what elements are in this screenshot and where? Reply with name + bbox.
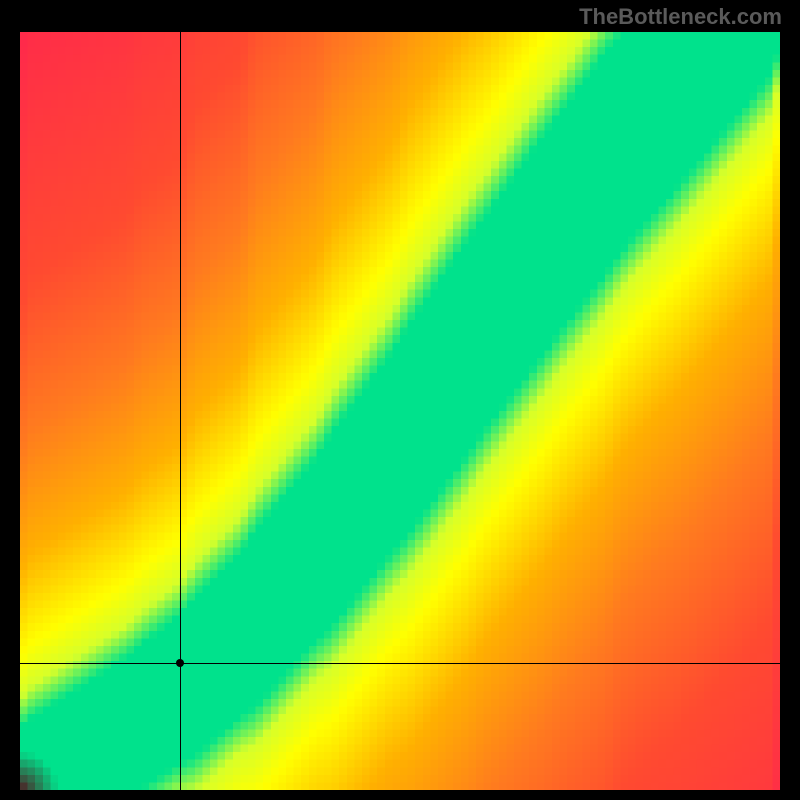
heatmap-canvas [20, 32, 780, 790]
crosshair-vertical [180, 32, 181, 790]
heatmap-canvas-wrap [20, 32, 780, 790]
heatmap-plot [20, 32, 780, 790]
watermark-text: TheBottleneck.com [579, 4, 782, 30]
crosshair-horizontal [20, 663, 780, 664]
crosshair-marker [176, 659, 184, 667]
